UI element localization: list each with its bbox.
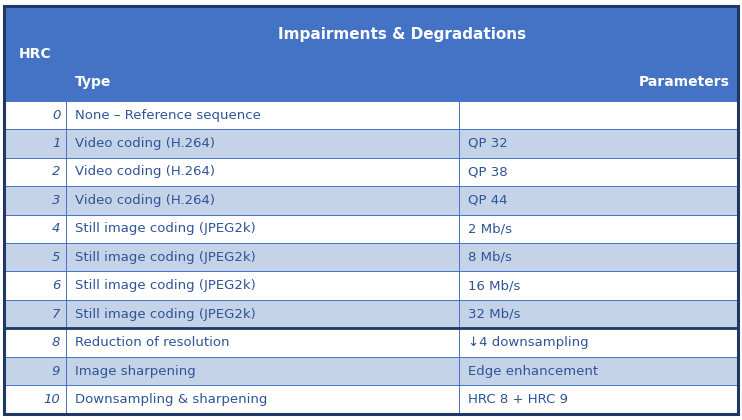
Text: Still image coding (JPEG2k): Still image coding (JPEG2k)	[75, 307, 256, 320]
Text: Type: Type	[75, 75, 111, 89]
Bar	[4, 101, 738, 129]
Text: 2 Mb/s: 2 Mb/s	[468, 222, 512, 235]
Text: Downsampling & sharpening: Downsampling & sharpening	[75, 393, 267, 406]
Text: 8: 8	[52, 336, 60, 349]
Text: 10: 10	[44, 393, 60, 406]
Text: 9: 9	[52, 365, 60, 378]
Text: 6: 6	[52, 279, 60, 292]
Bar	[4, 300, 738, 328]
Text: Image sharpening: Image sharpening	[75, 365, 196, 378]
Bar	[4, 357, 738, 385]
Text: ↓4 downsampling: ↓4 downsampling	[468, 336, 588, 349]
Text: 2: 2	[52, 165, 60, 178]
Bar	[4, 328, 738, 357]
Text: 5: 5	[52, 251, 60, 264]
Text: QP 44: QP 44	[468, 194, 508, 207]
Text: HRC: HRC	[19, 47, 51, 60]
Text: HRC 8 + HRC 9: HRC 8 + HRC 9	[468, 393, 568, 406]
Text: Video coding (H.264): Video coding (H.264)	[75, 194, 215, 207]
Text: 1: 1	[52, 137, 60, 150]
Text: Impairments & Degradations: Impairments & Degradations	[278, 27, 526, 42]
Text: Still image coding (JPEG2k): Still image coding (JPEG2k)	[75, 279, 256, 292]
Bar	[4, 215, 738, 243]
Bar	[4, 129, 738, 158]
Bar	[4, 243, 738, 271]
Text: Video coding (H.264): Video coding (H.264)	[75, 137, 215, 150]
Text: 32 Mb/s: 32 Mb/s	[468, 307, 520, 320]
Text: 0: 0	[52, 108, 60, 121]
Text: Still image coding (JPEG2k): Still image coding (JPEG2k)	[75, 222, 256, 235]
Bar	[4, 385, 738, 414]
Text: 4: 4	[52, 222, 60, 235]
Text: 16 Mb/s: 16 Mb/s	[468, 279, 520, 292]
Bar	[66, 6, 738, 63]
Text: 8 Mb/s: 8 Mb/s	[468, 251, 512, 264]
Bar	[4, 158, 738, 186]
Bar	[4, 186, 738, 215]
Text: QP 38: QP 38	[468, 165, 508, 178]
Text: None – Reference sequence: None – Reference sequence	[75, 108, 261, 121]
Text: Parameters: Parameters	[639, 75, 729, 89]
Text: Video coding (H.264): Video coding (H.264)	[75, 165, 215, 178]
Text: Reduction of resolution: Reduction of resolution	[75, 336, 229, 349]
Text: 7: 7	[52, 307, 60, 320]
Text: 3: 3	[52, 194, 60, 207]
Bar	[4, 6, 66, 101]
Text: Still image coding (JPEG2k): Still image coding (JPEG2k)	[75, 251, 256, 264]
Bar	[66, 63, 738, 101]
Text: Edge enhancement: Edge enhancement	[468, 365, 598, 378]
Bar	[4, 271, 738, 300]
Text: QP 32: QP 32	[468, 137, 508, 150]
